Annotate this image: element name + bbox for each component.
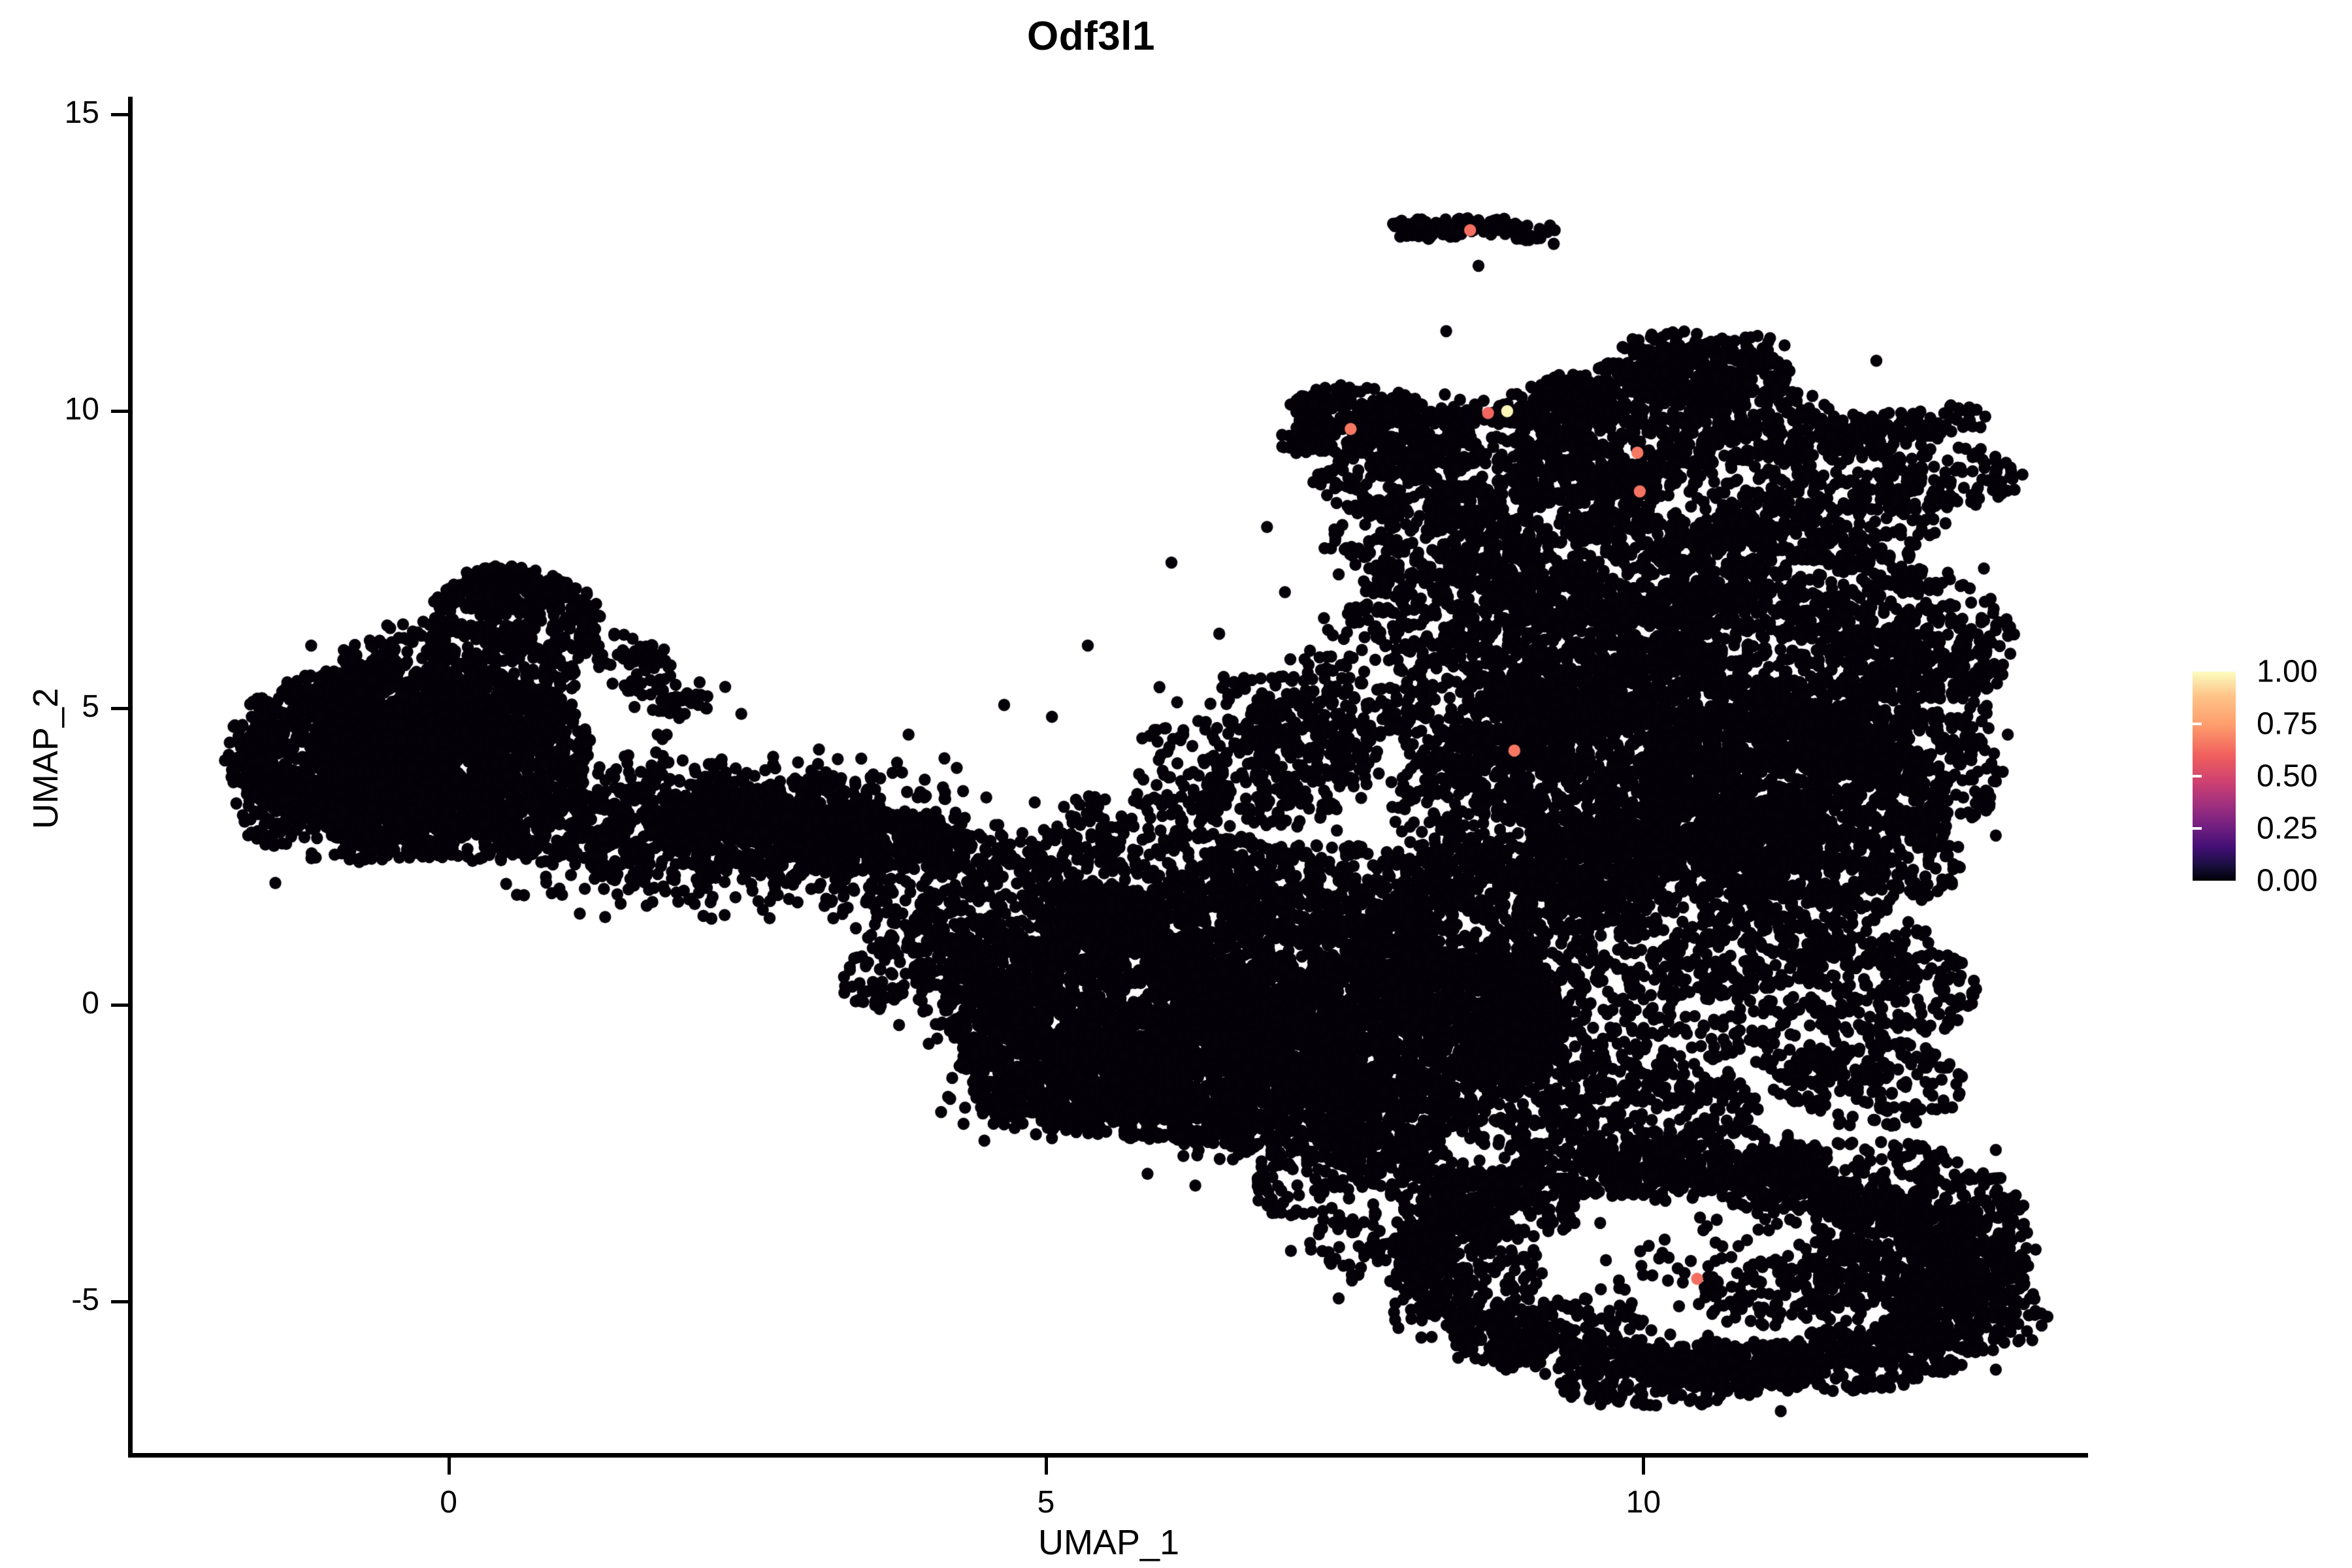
legend-label: 0.25 [2257, 811, 2318, 846]
legend-label: 0.75 [2257, 706, 2318, 742]
legend-label: 1.00 [2257, 654, 2318, 689]
x-tick-label: 0 [440, 1485, 457, 1520]
y-tick-mark [111, 410, 128, 414]
x-axis-line [128, 1453, 2088, 1458]
x-tick-mark [1044, 1458, 1048, 1475]
plot-panel [132, 97, 2085, 1456]
page-title: Odf3l1 [1027, 13, 1155, 59]
y-tick-label: 0 [82, 985, 99, 1021]
legend-tick-mark [2327, 723, 2336, 725]
scatter-plot-canvas [132, 97, 2085, 1456]
y-tick-mark [111, 113, 128, 117]
y-tick-mark [111, 706, 128, 710]
legend-tick-mark [2193, 775, 2202, 777]
legend-label: 0.00 [2257, 863, 2318, 898]
y-axis-title: UMAP_2 [26, 687, 65, 830]
x-tick-label: 5 [1037, 1485, 1055, 1520]
y-tick-label: 10 [64, 392, 99, 427]
y-tick-label: -5 [71, 1282, 99, 1317]
x-tick-mark [1642, 1458, 1646, 1475]
legend-tick-mark [2327, 827, 2336, 830]
x-axis-title: UMAP_1 [1037, 1523, 1180, 1562]
y-tick-mark [111, 1299, 128, 1303]
y-axis-line [128, 97, 133, 1457]
y-tick-mark [111, 1003, 128, 1007]
y-tick-label: 15 [64, 95, 99, 131]
legend-tick-mark [2193, 827, 2202, 830]
color-legend: 1.00 0.75 0.50 0.25 0.00 [2193, 655, 2336, 898]
legend-tick-mark [2327, 775, 2336, 777]
y-tick-label: 5 [82, 689, 99, 724]
x-tick-mark [447, 1458, 451, 1475]
legend-label: 0.50 [2257, 759, 2318, 794]
legend-tick-mark [2193, 723, 2202, 725]
x-tick-label: 10 [1625, 1485, 1661, 1520]
